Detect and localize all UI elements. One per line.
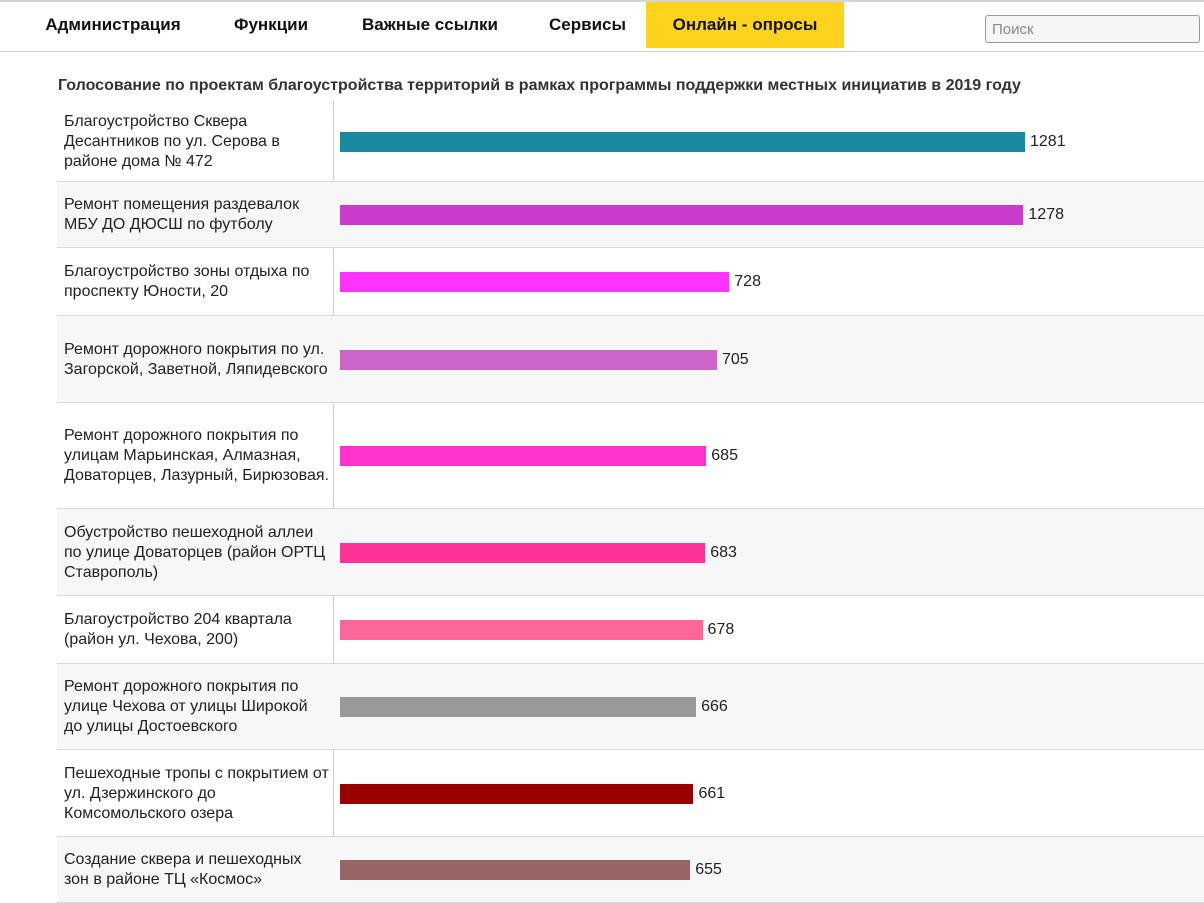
- chart-row: Пешеходные тропы с покрытием от ул. Дзер…: [57, 750, 1204, 837]
- bar[interactable]: [340, 697, 697, 717]
- category-label: Пешеходные тропы с покрытием от ул. Дзер…: [64, 764, 329, 822]
- bar-value-label: 683: [710, 543, 737, 561]
- chart-row: Благоустройство зоны отдыха по проспекту…: [57, 248, 1204, 316]
- bar[interactable]: [340, 349, 717, 370]
- bar[interactable]: [340, 620, 703, 640]
- category-label: Ремонт дорожного покрытия по ул. Загорск…: [64, 340, 328, 378]
- bar-value-label: 1278: [1028, 206, 1064, 223]
- chart-row: Ремонт дорожного покрытия по улице Чехов…: [57, 664, 1204, 750]
- category-axis-line: [333, 101, 334, 903]
- bar[interactable]: [340, 446, 707, 466]
- nav-item-online-polls[interactable]: Онлайн - опросы: [646, 2, 844, 48]
- bar-value-label: 655: [695, 861, 722, 878]
- nav-item-administration[interactable]: Администрация: [45, 15, 181, 34]
- category-label: Благоустройство 204 квартала (район ул. …: [64, 611, 292, 648]
- bar[interactable]: [340, 205, 1024, 225]
- category-label: Ремонт дорожного покрытия по улице Чехов…: [64, 678, 308, 735]
- chart-row: Создание сквера и пешеходных зон в район…: [57, 837, 1204, 903]
- nav-item-important-links[interactable]: Важные ссылки: [362, 15, 498, 34]
- bar[interactable]: [340, 131, 1025, 152]
- chart-row: Благоустройство 204 квартала (район ул. …: [57, 596, 1204, 664]
- bar-value-label: 728: [734, 273, 761, 290]
- bar-value-label: 685: [711, 447, 738, 464]
- top-navigation: Администрация Функции Важные ссылки Серв…: [0, 0, 1204, 52]
- bar-value-label: 705: [721, 350, 749, 368]
- bar[interactable]: [340, 542, 706, 563]
- category-label: Благоустройство зоны отдыха по проспекту…: [64, 263, 310, 300]
- chart-row: Ремонт дорожного покрытия по улицам Марь…: [57, 403, 1204, 509]
- chart-row: Ремонт помещения раздевалок МБУ ДО ДЮСШ …: [57, 182, 1204, 248]
- nav-item-functions[interactable]: Функции: [233, 15, 309, 34]
- category-label: Ремонт помещения раздевалок МБУ ДО ДЮСШ …: [64, 196, 300, 233]
- bar[interactable]: [340, 272, 730, 292]
- category-label: Благоустройство Сквера Десантников по ул…: [64, 112, 280, 170]
- bar[interactable]: [340, 860, 691, 880]
- bar-value-label: 678: [707, 621, 735, 638]
- bar-value-label: 661: [698, 784, 726, 802]
- chart-row: Обустройство пешеходной аллеи по улице Д…: [57, 509, 1204, 596]
- category-label: Обустройство пешеходной аллеи по улице Д…: [64, 523, 326, 581]
- bar-chart: Благоустройство Сквера Десантников по ул…: [57, 101, 1204, 903]
- bar[interactable]: [340, 783, 694, 804]
- search-input[interactable]: [985, 15, 1200, 43]
- category-label: Создание сквера и пешеходных зон в район…: [64, 851, 302, 888]
- chart-row: Ремонт дорожного покрытия по ул. Загорск…: [57, 316, 1204, 403]
- chart-row: Благоустройство Сквера Десантников по ул…: [57, 101, 1204, 182]
- bar-value-label: 1281: [1030, 132, 1066, 150]
- chart-title: Голосование по проектам благоустройства …: [58, 77, 1021, 94]
- category-label: Ремонт дорожного покрытия по улицам Марь…: [64, 427, 329, 484]
- bar-value-label: 666: [701, 698, 728, 715]
- nav-item-services[interactable]: Сервисы: [549, 15, 626, 34]
